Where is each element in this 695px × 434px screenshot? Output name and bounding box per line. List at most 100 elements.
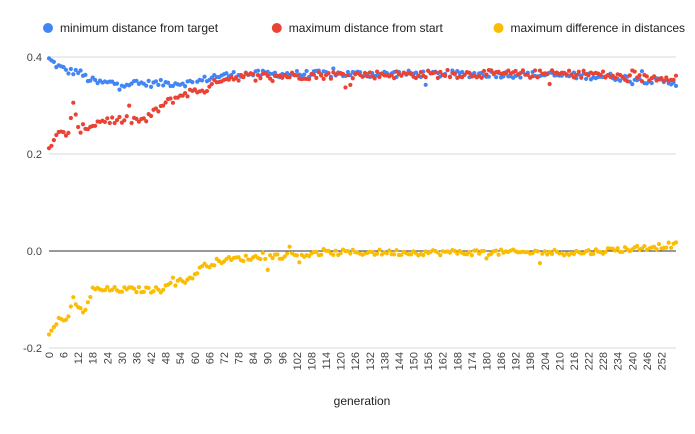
data-point-s2 (73, 112, 78, 117)
y-tick-label: 0.0 (27, 246, 42, 258)
data-point-s3 (435, 250, 440, 255)
data-point-s3 (105, 285, 110, 290)
x-tick-label: 6 (59, 352, 71, 358)
data-point-s1 (345, 69, 351, 75)
x-axis-ticks: 0 6 12 18 24 30 36 42 48 54 60 66 72 78 84 90 96 102 108 11… (44, 352, 668, 370)
data-point-s1 (153, 79, 159, 84)
gridlines (49, 56, 676, 349)
x-tick-label: 246 (642, 352, 654, 370)
data-point-s3 (161, 287, 166, 292)
x-tick-label: 96 (277, 352, 289, 364)
data-point-s2 (161, 103, 166, 108)
data-point-s2 (547, 81, 552, 87)
data-point-s3 (654, 247, 659, 252)
x-tick-label: 48 (161, 352, 173, 364)
y-tick-label: 0.2 (27, 149, 42, 161)
data-point-s2 (445, 68, 450, 73)
data-point-s2 (673, 73, 679, 78)
data-point-s1 (66, 71, 71, 76)
x-tick-label: 66 (204, 352, 216, 364)
y-axis-ticks: -0.2 0.0 0.2 0.4 (23, 52, 42, 355)
data-point-s1 (83, 72, 88, 77)
data-point-s3 (68, 304, 73, 309)
x-tick-label: 216 (569, 352, 581, 370)
data-point-s2 (141, 116, 146, 121)
data-point-s2 (391, 76, 397, 81)
x-tick-label: 234 (613, 352, 625, 370)
data-point-s3 (549, 251, 555, 257)
data-point-s3 (391, 252, 397, 257)
data-point-s2 (71, 100, 76, 105)
data-point-s3 (591, 251, 596, 256)
data-point-s2 (652, 74, 657, 79)
data-point-s2 (632, 69, 637, 74)
data-point-s2 (251, 72, 256, 77)
x-tick-label: 156 (423, 352, 435, 370)
data-point-s2 (503, 71, 508, 76)
data-point-s2 (156, 109, 161, 114)
data-point-s3 (635, 243, 640, 249)
data-point-s3 (173, 283, 178, 288)
x-tick-label: 12 (73, 352, 85, 364)
x-tick-label: 228 (598, 352, 610, 370)
data-point-s1 (202, 74, 207, 79)
data-point-s3 (314, 249, 319, 254)
data-point-s1 (61, 65, 66, 70)
data-point-s2 (443, 73, 448, 79)
data-point-s3 (112, 285, 117, 290)
data-point-s1 (639, 69, 645, 74)
data-point-s3 (63, 317, 69, 322)
data-point-s1 (618, 78, 623, 83)
x-tick-label: 120 (336, 352, 348, 370)
legend-marker-1 (43, 23, 53, 33)
data-point-s3 (190, 276, 195, 281)
data-point-s2 (328, 76, 334, 81)
x-tick-label: 84 (248, 352, 260, 364)
data-point-s2 (613, 75, 618, 80)
data-point-s1 (494, 75, 499, 80)
data-point-s2 (525, 72, 530, 77)
x-tick-label: 54 (175, 352, 187, 364)
data-point-s2 (49, 143, 54, 148)
data-point-s2 (576, 69, 581, 74)
data-point-s2 (360, 74, 365, 79)
data-point-s1 (231, 70, 236, 75)
data-point-s3 (615, 246, 620, 251)
data-point-s1 (93, 77, 98, 83)
data-point-s1 (583, 76, 589, 81)
data-point-s3 (484, 256, 489, 261)
data-point-s3 (88, 294, 93, 300)
data-point-s3 (409, 252, 414, 257)
data-point-s3 (46, 332, 52, 337)
x-tick-label: 138 (379, 352, 391, 370)
data-point-s3 (195, 271, 200, 276)
data-point-s1 (165, 80, 171, 85)
data-point-s1 (460, 69, 465, 75)
data-point-s2 (51, 138, 56, 143)
x-tick-label: 108 (306, 352, 318, 370)
data-point-s2 (535, 75, 540, 80)
data-point-s2 (389, 73, 394, 78)
data-point-s3 (306, 254, 312, 259)
data-point-s1 (144, 83, 149, 88)
data-point-s1 (190, 80, 195, 85)
data-point-s2 (520, 68, 526, 73)
data-point-s2 (348, 82, 353, 88)
data-point-s1 (272, 70, 278, 75)
data-point-s2 (163, 100, 168, 105)
data-point-s2 (311, 72, 316, 77)
x-tick-label: 114 (321, 352, 333, 370)
data-point-s2 (452, 71, 457, 76)
data-point-s3 (156, 287, 161, 292)
data-point-s1 (68, 66, 73, 72)
data-point-s2 (489, 68, 494, 73)
data-point-s3 (131, 286, 137, 291)
data-point-s2 (253, 78, 258, 83)
legend-label-3: maximum difference in distances (511, 21, 686, 35)
data-point-s2 (350, 76, 355, 81)
data-point-s2 (319, 73, 324, 78)
data-point-s2 (530, 74, 535, 79)
data-point-s3 (141, 289, 146, 294)
data-point-s2 (506, 68, 511, 73)
